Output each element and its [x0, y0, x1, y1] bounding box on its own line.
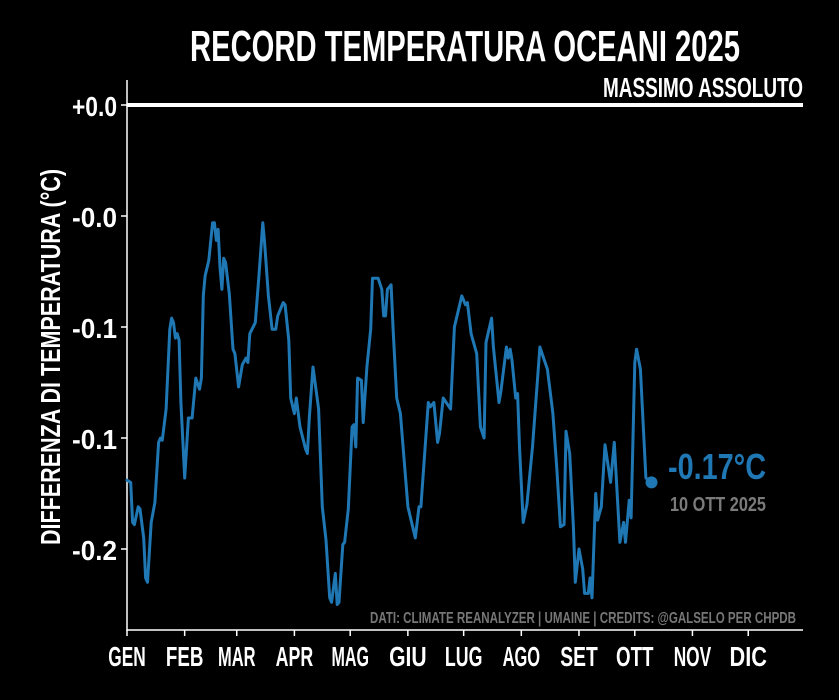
series-line [125, 221, 653, 606]
y-axis-label: DIFFERENZA DI TEMPERATURA (°C) [35, 169, 66, 545]
reference-line-label: MASSIMO ASSOLUTO [603, 72, 803, 103]
chart-title: RECORD TEMPERATURA OCEANI 2025 [190, 22, 740, 71]
x-tick-label: LUG [445, 641, 483, 672]
x-tick-label: MAR [218, 641, 256, 672]
x-tick-label: SET [560, 641, 598, 672]
latest-date-label: 10 OTT 2025 [670, 494, 766, 516]
latest-value-label: -0.17°C [668, 446, 766, 487]
x-tick-label: GIU [389, 641, 427, 672]
x-tick-label: FEB [166, 641, 204, 672]
x-tick-label: MAG [331, 641, 369, 672]
x-tick-label: DIC [729, 641, 767, 672]
x-tick-label: APR [276, 641, 314, 672]
y-tick-label: -0.2 [72, 535, 117, 566]
y-tick-label: +0.0 [72, 91, 117, 122]
x-tick-label: NOV [674, 641, 712, 672]
y-tick-label: -0.0 [72, 202, 117, 233]
x-tick-label: OTT [616, 641, 654, 672]
latest-value-dot [645, 476, 658, 489]
credits-text: DATI: CLIMATE REANALYZER | UMAINE | CRED… [370, 610, 796, 627]
y-tick-label: -0.1 [72, 424, 117, 455]
x-tick-label: GEN [108, 641, 146, 672]
y-tick-label: -0.1 [72, 313, 117, 344]
x-tick-label: AGO [503, 641, 541, 672]
